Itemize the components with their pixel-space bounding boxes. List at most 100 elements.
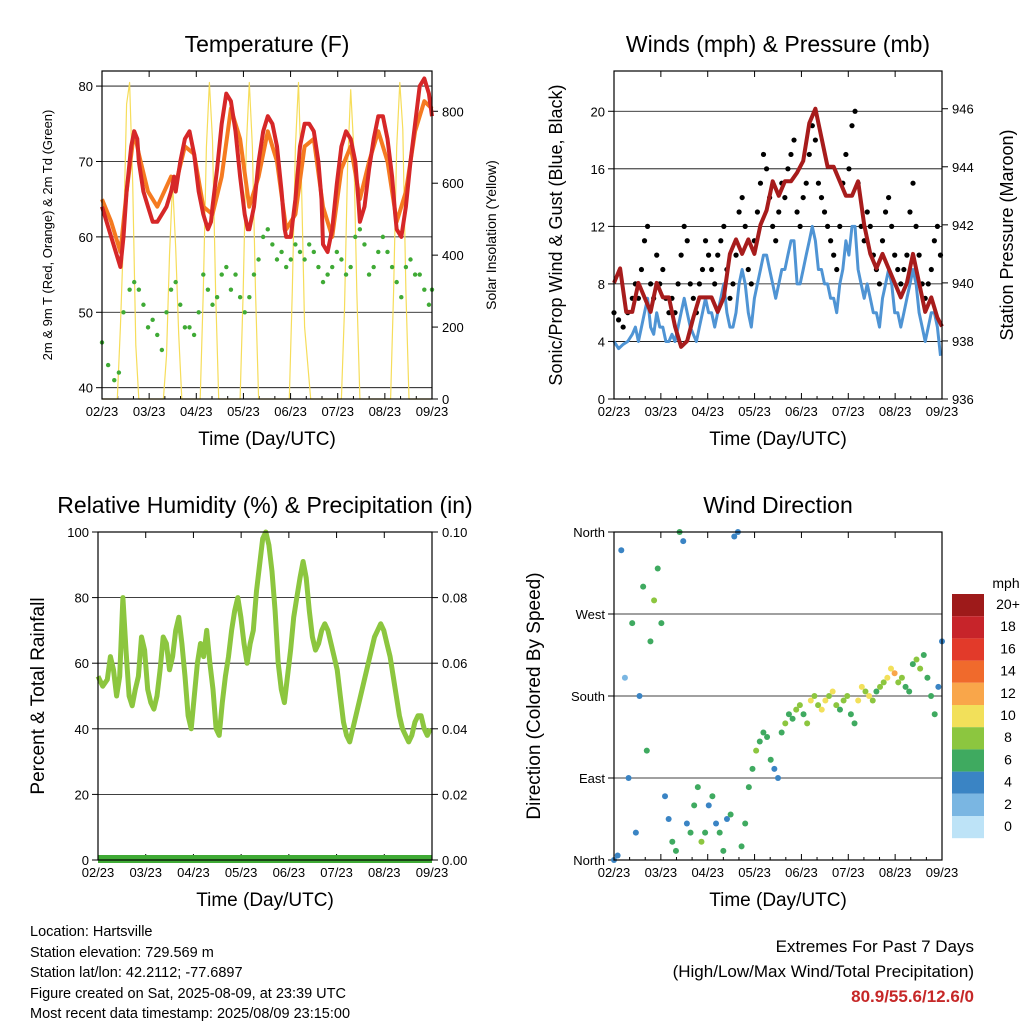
direction-point bbox=[935, 683, 942, 690]
y-tick-label: 80 bbox=[79, 79, 93, 94]
series-humidity bbox=[95, 529, 433, 745]
y-tick-label: 40 bbox=[75, 722, 89, 737]
gust-point bbox=[852, 108, 858, 114]
direction-point bbox=[880, 679, 887, 686]
y2-tick-label: 946 bbox=[952, 102, 974, 117]
series-solar bbox=[102, 81, 431, 400]
legend-swatch bbox=[952, 727, 984, 750]
y2-tick-label: 944 bbox=[952, 160, 974, 175]
direction-point bbox=[720, 847, 727, 854]
dewpoint-point bbox=[362, 242, 367, 247]
direction-point bbox=[785, 711, 792, 718]
direction-point bbox=[723, 816, 730, 822]
dewpoint-point bbox=[394, 279, 399, 285]
x-tick-label: 04/23 bbox=[180, 404, 213, 419]
dewpoint-point bbox=[325, 272, 330, 277]
direction-point bbox=[727, 811, 734, 818]
dewpoint-point bbox=[136, 287, 142, 292]
gust-point bbox=[733, 252, 739, 258]
dewpoint-point bbox=[178, 302, 183, 307]
gust-point bbox=[867, 223, 873, 229]
humidity-panel: Relative Humidity (%) & Precipitation (i… bbox=[28, 492, 473, 911]
legend-label: 20+ bbox=[996, 596, 1020, 612]
dewpoint-point bbox=[366, 272, 372, 277]
dewpoint-point bbox=[155, 332, 160, 338]
gust-point bbox=[794, 209, 800, 215]
gust-point bbox=[748, 281, 754, 287]
gust-point bbox=[815, 180, 822, 186]
gust-point bbox=[754, 209, 761, 215]
y-axis-label: Direction (Colored By Speed) bbox=[524, 572, 545, 819]
y-tick-label: 60 bbox=[79, 230, 93, 245]
x-tick-label: 08/23 bbox=[879, 865, 912, 880]
direction-point bbox=[665, 816, 672, 822]
direction-point bbox=[866, 693, 873, 699]
gust-point bbox=[681, 223, 687, 229]
direction-point bbox=[887, 665, 894, 672]
direction-point bbox=[760, 729, 767, 736]
temperature-panel: Temperature (F) 02/23 03/23 04/23 05/23 06/23… bbox=[40, 31, 499, 450]
direction-point bbox=[902, 683, 909, 690]
y2-tick-label: 400 bbox=[442, 248, 464, 263]
dewpoint-point bbox=[385, 249, 390, 255]
direction-point bbox=[822, 697, 829, 704]
y-tick-label: East bbox=[579, 771, 605, 786]
x-tick-label: 03/23 bbox=[133, 404, 166, 419]
direction-point bbox=[618, 547, 625, 554]
dewpoint-point bbox=[307, 242, 312, 247]
dewpoint-point bbox=[141, 302, 146, 307]
gust-point bbox=[757, 180, 764, 186]
latlon-text: Station lat/lon: 42.2112; -77.6897 bbox=[30, 965, 243, 981]
dewpoint-point bbox=[127, 287, 132, 292]
gust-point bbox=[684, 238, 690, 244]
dewpoint-point bbox=[389, 264, 395, 270]
y2-tick-label: 200 bbox=[442, 320, 464, 335]
gust-point bbox=[904, 252, 910, 258]
direction-point bbox=[621, 674, 628, 681]
legend-swatch bbox=[952, 594, 984, 617]
y-tick-label: 100 bbox=[67, 525, 89, 540]
panel-title: Winds (mph) & Pressure (mb) bbox=[626, 31, 930, 57]
dewpoint-point bbox=[371, 264, 376, 270]
direction-point bbox=[811, 693, 818, 699]
x-tick-label: 06/23 bbox=[274, 404, 307, 419]
station-info: Location: Hartsville Station elevation: … bbox=[30, 922, 350, 1025]
direction-point bbox=[807, 697, 814, 704]
direction-point bbox=[705, 802, 712, 809]
gust-point bbox=[641, 238, 648, 244]
dewpoint-point bbox=[288, 257, 293, 262]
y2-tick-label: 0.02 bbox=[442, 787, 467, 802]
y-tick-label: 40 bbox=[79, 381, 93, 396]
x-tick-label: 08/23 bbox=[879, 404, 912, 419]
direction-point bbox=[851, 720, 858, 727]
dewpoint-point bbox=[357, 227, 363, 232]
dewpoint-point bbox=[228, 287, 234, 292]
extremes-values: 80.9/55.6/12.6/0 bbox=[851, 987, 974, 1006]
direction-point bbox=[877, 683, 884, 690]
direction-point bbox=[672, 847, 679, 854]
direction-point bbox=[931, 711, 938, 718]
direction-point bbox=[680, 538, 687, 545]
y2-axis-label: Solar Insolation (Yellow) bbox=[483, 160, 499, 310]
gust-point bbox=[730, 281, 736, 287]
x-tick-label: 07/23 bbox=[832, 404, 865, 419]
direction-point bbox=[713, 820, 720, 827]
dewpoint-point bbox=[159, 347, 165, 353]
y-tick-label: 16 bbox=[591, 162, 605, 177]
direction-point bbox=[745, 784, 752, 791]
gust-point bbox=[712, 281, 718, 287]
x-tick-label: 09/23 bbox=[416, 404, 449, 419]
y2-tick-label: 0.06 bbox=[442, 656, 467, 671]
gust-point bbox=[889, 223, 895, 229]
dewpoint-point bbox=[201, 272, 206, 277]
direction-point bbox=[669, 838, 676, 845]
gust-point bbox=[638, 266, 645, 273]
direction-point bbox=[862, 688, 869, 695]
gust-point bbox=[763, 166, 770, 172]
gust-point bbox=[818, 194, 825, 201]
y-axis-label: Percent & Total Rainfall bbox=[28, 597, 49, 794]
direction-point bbox=[847, 711, 854, 718]
y2-axis-label: Station Pressure (Maroon) bbox=[997, 129, 1017, 340]
direction-point bbox=[858, 683, 865, 690]
